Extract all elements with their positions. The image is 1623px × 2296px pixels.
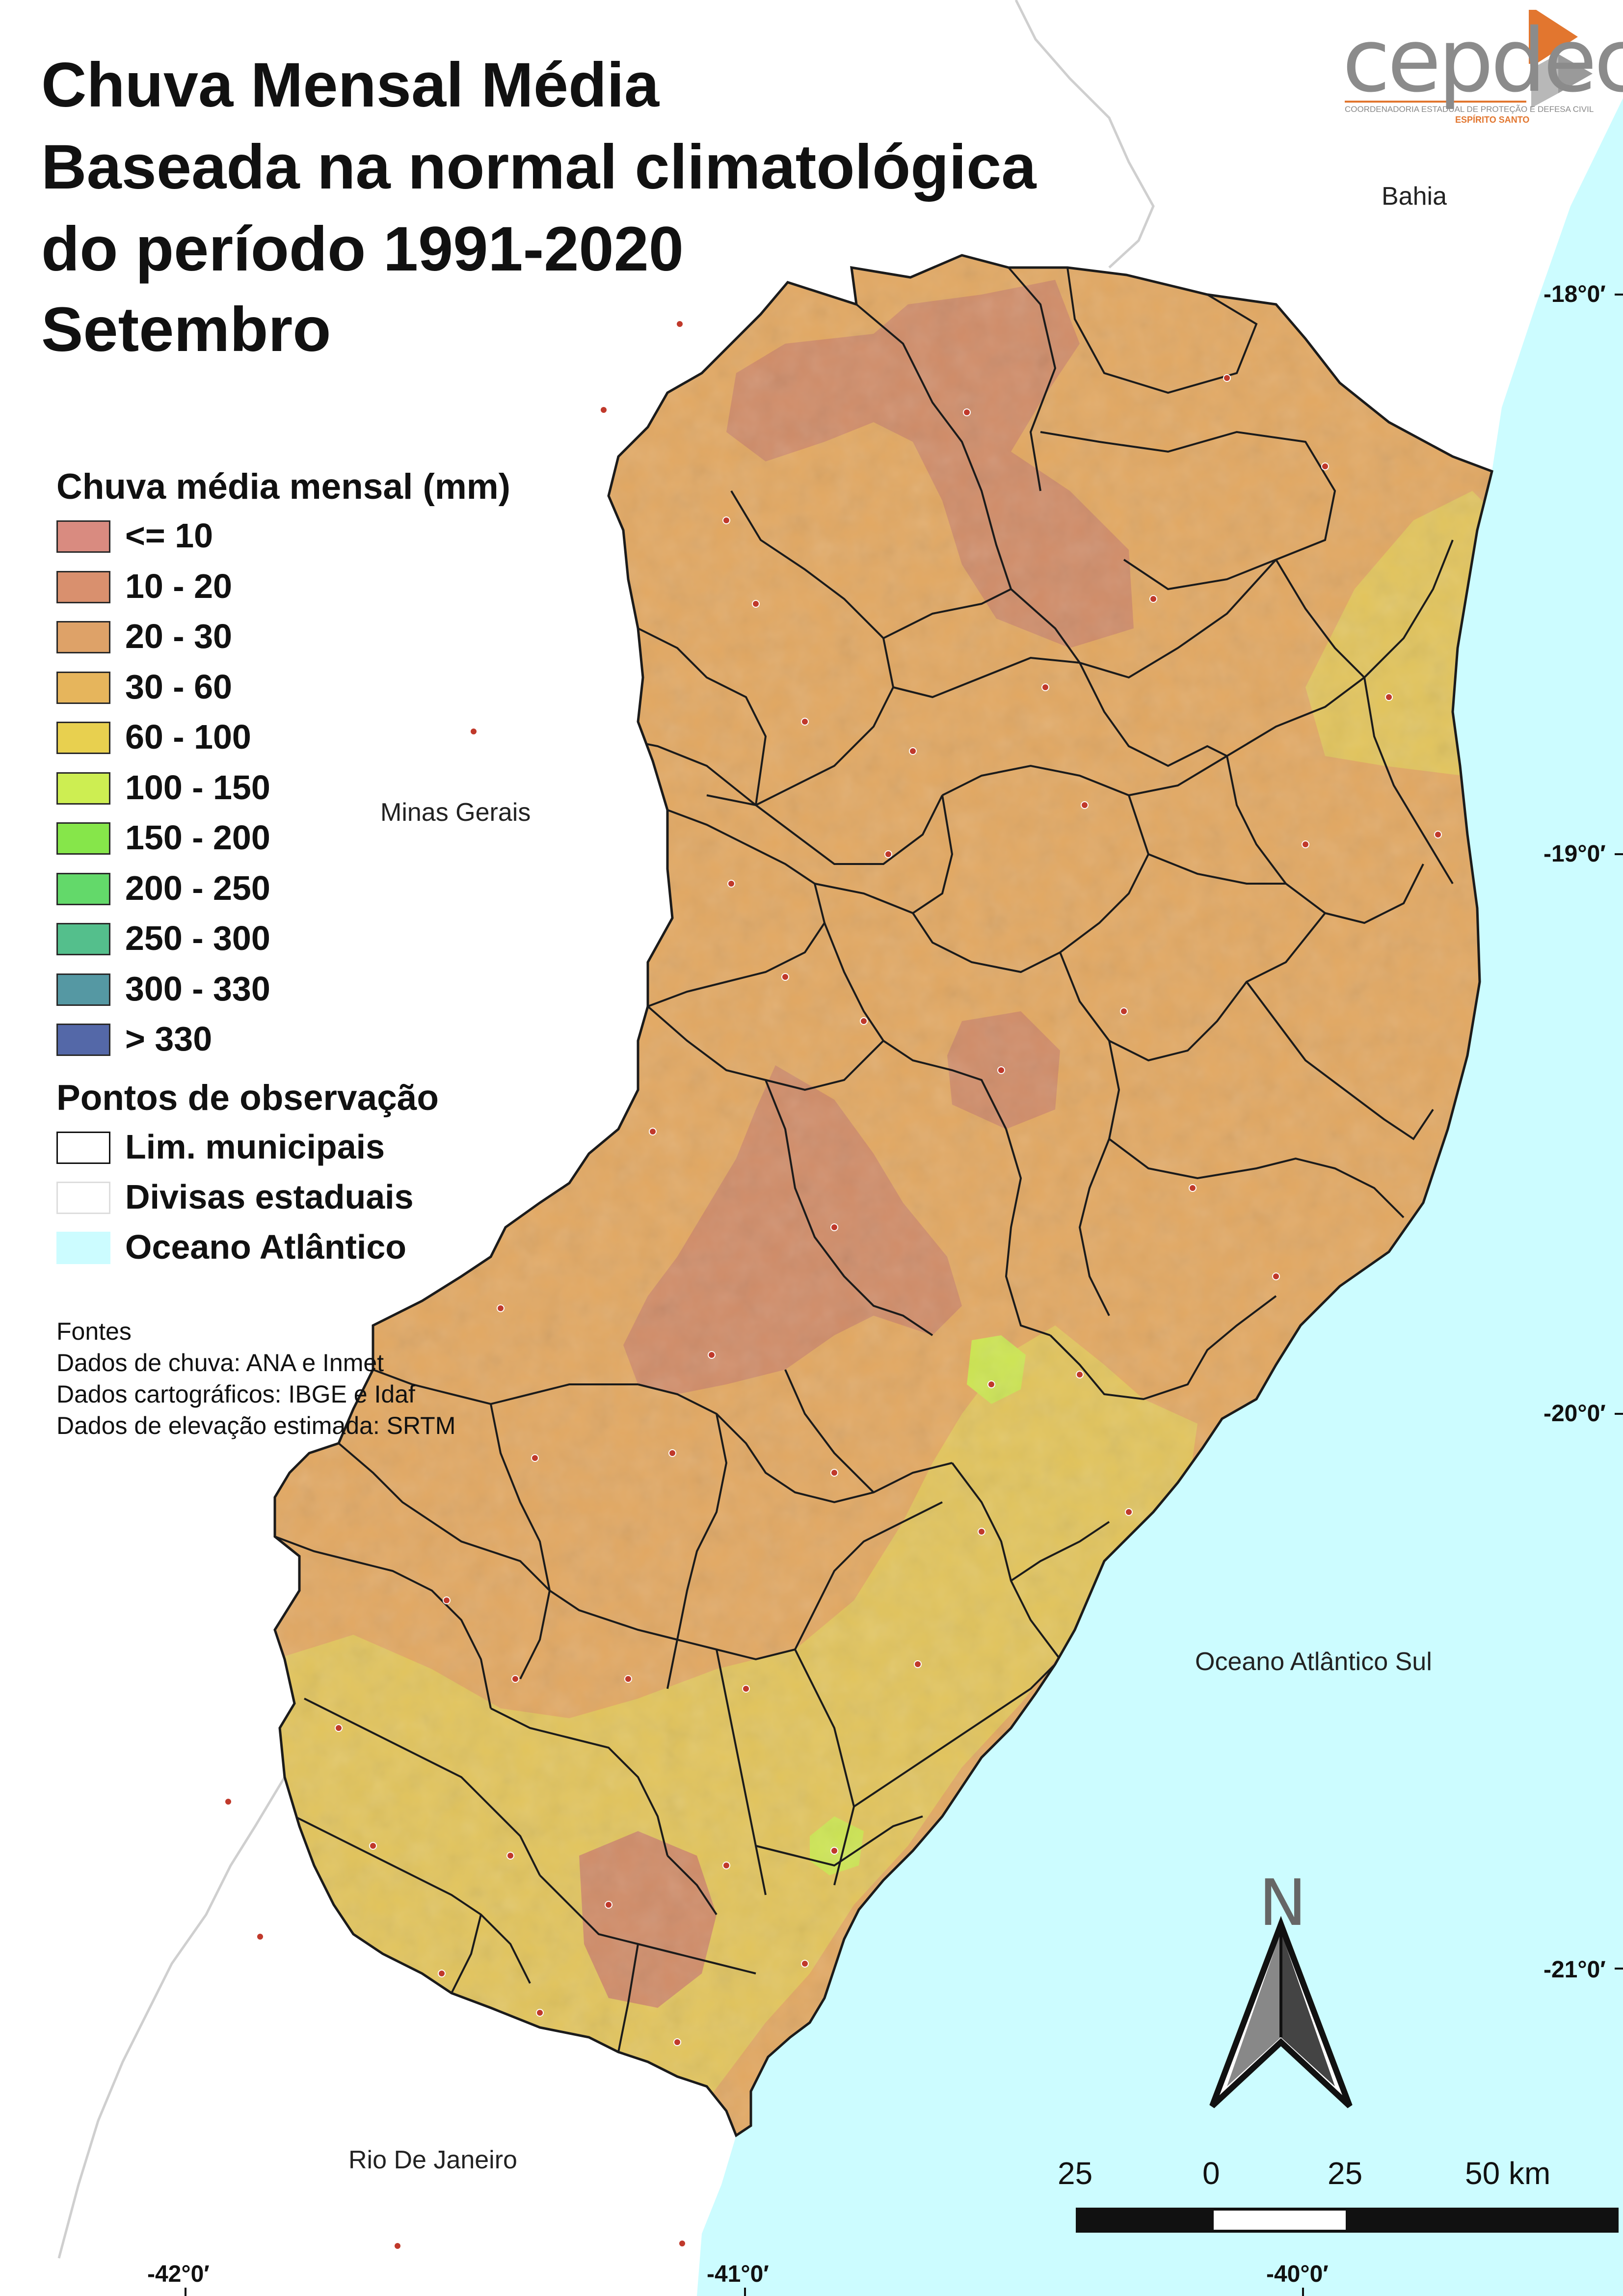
coord-lon-41: -41°0′: [707, 2261, 769, 2287]
layer-swatch: [56, 1232, 110, 1264]
state-border-minas-rio: [57, 1776, 286, 2259]
scale-label-0: 0: [1202, 2156, 1220, 2191]
north-arrow-graphic: [1209, 1916, 1353, 2108]
coord-lon-42: -42°0′: [147, 2261, 210, 2287]
legend-swatch: [56, 570, 110, 603]
logo-state: ESPÍRITO SANTO: [1455, 115, 1530, 125]
legend-swatch: [56, 722, 110, 754]
legend-swatch: [56, 822, 110, 855]
legend-heading: Chuva média mensal (mm): [56, 467, 510, 507]
title-line-1: Chuva Mensal Média: [41, 50, 659, 120]
legend-label: 60 - 100: [125, 718, 251, 756]
legend-label: 150 - 200: [125, 818, 270, 857]
municipal-boundaries: [275, 267, 1454, 2053]
legend-label: > 330: [125, 1020, 213, 1058]
state-border-bahia-minas: [1014, 0, 1155, 269]
legend-swatch: [56, 872, 110, 905]
legend-label: 250 - 300: [125, 919, 270, 957]
layer-swatch: [56, 1182, 110, 1214]
title-line-4: Setembro: [41, 295, 331, 365]
label-minas-gerais: Minas Gerais: [380, 798, 531, 827]
logo-subtitle: COORDENADORIA ESTADUAL DE PROTEÇÃO E DEF…: [1345, 105, 1594, 114]
legend-swatch: [56, 1024, 110, 1056]
scale-label-50km: 50 km: [1465, 2156, 1551, 2191]
legend-swatch: [56, 973, 110, 1006]
ocean-area: [697, 98, 1623, 2296]
coord-lon-40: -40°0′: [1266, 2261, 1329, 2287]
legend-label: 300 - 330: [125, 969, 270, 1008]
legend-swatch: [56, 772, 110, 805]
legend-swatch: [56, 923, 110, 955]
layer-swatch: [56, 1132, 110, 1164]
coord-lat-20: -20°0′: [1543, 1401, 1606, 1427]
graticule-ticks: [185, 294, 1623, 2296]
observation-points: [335, 374, 1442, 2046]
legend-label: <= 10: [125, 516, 213, 555]
title-line-3: do período 1991-2020: [41, 214, 684, 284]
legend-swatch: [56, 520, 110, 553]
legend-label: 20 - 30: [125, 617, 232, 655]
coord-lat-18: -18°0′: [1543, 281, 1606, 307]
title-line-2: Baseada na normal climatológica: [41, 132, 1037, 202]
scale-label-25-left: 25: [1058, 2156, 1093, 2191]
observation-heading: Pontos de observação: [56, 1078, 439, 1118]
legend-label: 100 - 150: [125, 768, 270, 807]
coord-lat-19: -19°0′: [1543, 841, 1606, 867]
espirito-santo-outline: [273, 254, 1493, 2137]
sources-block: Fontes Dados de chuva: ANA e Inmet Dados…: [56, 1316, 455, 1441]
label-rio-de-janeiro: Rio De Janeiro: [348, 2146, 517, 2174]
layer-label: Lim. municipais: [125, 1128, 385, 1166]
cepdec-logo-mark: [1345, 10, 1593, 108]
label-oceano: Oceano Atlântico Sul: [1195, 1648, 1432, 1676]
legend-label: 200 - 250: [125, 868, 270, 907]
layer-label: Oceano Atlântico: [125, 1228, 407, 1266]
legend-label: 10 - 20: [125, 567, 232, 605]
layer-label: Divisas estaduais: [125, 1178, 414, 1216]
north-arrow-label: N: [1259, 1865, 1307, 1940]
sources-heading: Fontes: [56, 1318, 132, 1345]
source-elevation: Dados de elevação estimada: SRTM: [56, 1412, 456, 1439]
legend-label: 30 - 60: [125, 667, 232, 706]
source-cartographic: Dados cartográficos: IBGE e Idaf: [56, 1380, 415, 1408]
scale-label-25-right: 25: [1328, 2156, 1363, 2191]
cepdec-logo: cepdec: [1342, 10, 1623, 111]
source-rain: Dados de chuva: ANA e Inmet: [56, 1349, 384, 1377]
coord-lat-21: -21°0′: [1543, 1957, 1606, 1983]
outside-observation-points: [224, 320, 686, 2250]
scale-bar-graphic: [1076, 2208, 1619, 2233]
legend-swatch: [56, 671, 110, 704]
label-bahia: Bahia: [1382, 182, 1447, 211]
legend-swatch: [56, 621, 110, 653]
